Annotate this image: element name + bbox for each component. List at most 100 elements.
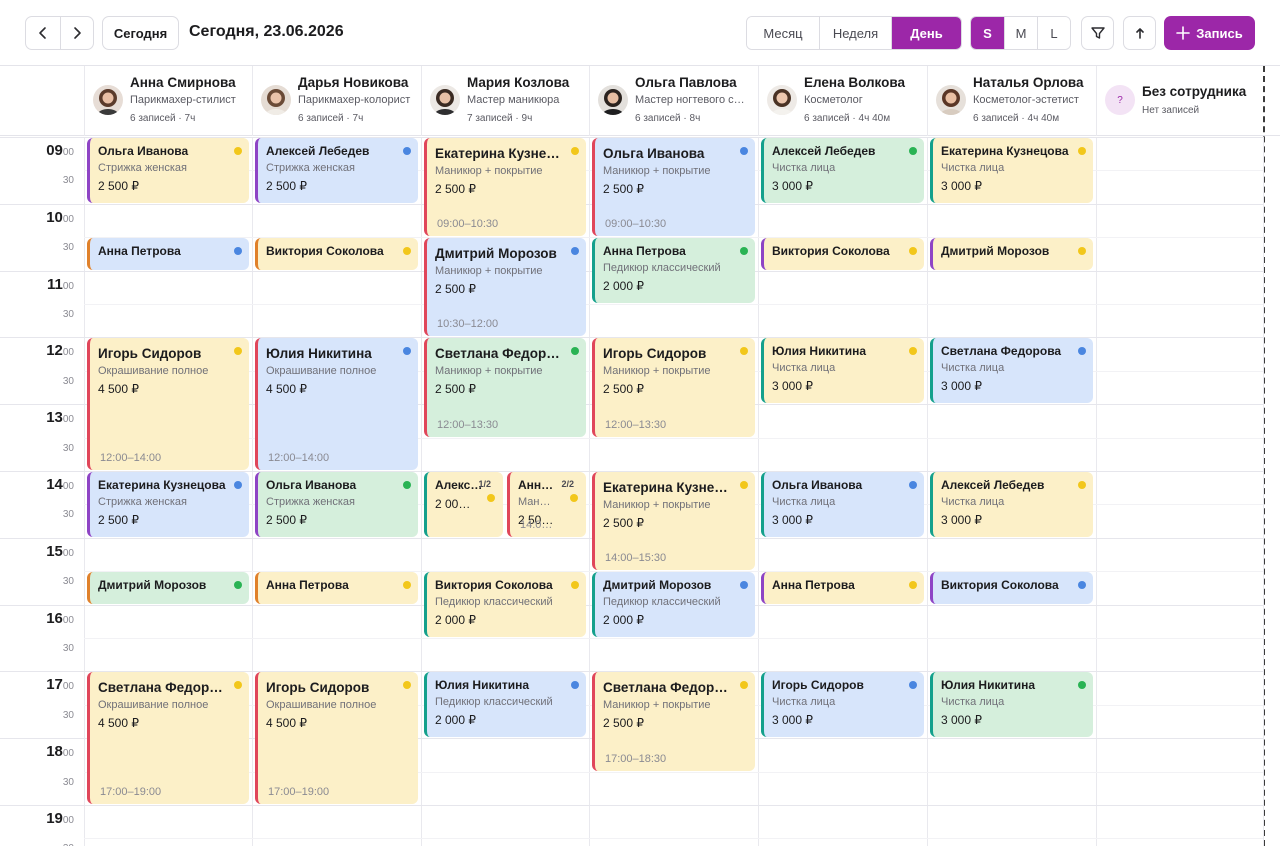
hour-line	[0, 671, 1263, 673]
appointment-price: 2 000 ₽	[435, 713, 476, 728]
unassigned-column-header[interactable]: ? Без сотрудника Нет записей	[1096, 66, 1263, 136]
appointment-card[interactable]: Юлия Никитина Окрашивание полное 4 500 ₽ 12…	[255, 338, 418, 470]
appointment-card[interactable]: Анн… Ман… 2 50… 14:0… 2/2	[507, 472, 586, 537]
appointment-price: 2 500 ₽	[266, 513, 307, 527]
appointment-card[interactable]: Светлана Федорова Окрашивание полное 4 500…	[87, 672, 249, 804]
staff-stats: 6 записей · 7ч	[298, 113, 364, 124]
appointment-service: Стрижка женская	[98, 162, 188, 174]
staff-name: Наталья Орлова	[973, 75, 1084, 90]
staff-column-header[interactable]: Анна Смирнова Парикмахер-стилист 6 запис…	[84, 66, 252, 136]
filter-button[interactable]	[1081, 16, 1114, 50]
appointment-card[interactable]: Светлана Федорова Чистка лица 3 000 ₽	[930, 338, 1093, 404]
today-button[interactable]: Сегодня	[102, 16, 179, 50]
appointment-card[interactable]: Ольга Иванова Стрижка женская 2 500 ₽	[87, 138, 249, 203]
status-dot-icon	[571, 581, 579, 590]
appointment-service: Окрашивание полное	[98, 699, 209, 712]
appointment-price: 3 000 ₽	[772, 379, 813, 394]
half-hour-label: 30	[62, 709, 74, 721]
density-m-button[interactable]: M	[1004, 17, 1037, 49]
appointment-card[interactable]: Алекс… 2 00… 1/2	[424, 472, 503, 537]
staff-role: Косметолог	[804, 94, 863, 106]
staff-column-header[interactable]: Елена Волкова Косметолог 6 записей · 4ч …	[758, 66, 927, 136]
appointment-card[interactable]: Екатерина Кузнецова Маникюр + покрытие 2 5…	[592, 472, 755, 571]
column-divider	[589, 137, 590, 846]
appointment-card[interactable]: Екатерина Кузнецова Чистка лица 3 000 ₽	[930, 138, 1093, 203]
appointment-card[interactable]: Анна Петрова Педикюр классический 2 000 ₽	[592, 238, 755, 303]
appointment-card[interactable]: Дмитрий Морозов	[930, 238, 1093, 270]
status-dot-icon	[909, 481, 917, 489]
appointment-card[interactable]: Игорь Сидоров Маникюр + покрытие 2 500 ₽ 12…	[592, 338, 755, 437]
appointment-card[interactable]: Анна Петрова	[255, 572, 418, 604]
hour-line	[0, 137, 1263, 138]
status-dot-icon	[571, 147, 579, 155]
appointment-card[interactable]: Алексей Лебедев Чистка лица 3 000 ₽	[930, 472, 1093, 537]
appointment-card[interactable]: Светлана Федорова Маникюр + покрытие 2 500…	[424, 338, 586, 437]
half-hour-label: 30	[62, 442, 74, 454]
appointment-card[interactable]: Дмитрий Морозов	[87, 572, 249, 604]
staff-stats: 6 записей · 4ч 40м	[804, 113, 891, 124]
appointment-card[interactable]: Виктория Соколова	[255, 238, 418, 270]
staff-avatar	[767, 85, 797, 115]
appointment-client: Екатерина Кузнецова	[941, 144, 1069, 158]
staff-column-header[interactable]: Ольга Павлова Мастер ногтевого сервиса 6…	[589, 66, 758, 136]
appointment-client: Ольга Иванова	[266, 478, 357, 492]
unassigned-avatar: ?	[1105, 85, 1135, 115]
appointment-card[interactable]: Ольга Иванова Чистка лица 3 000 ₽	[761, 472, 924, 537]
appointment-service: Маникюр + покрытие	[435, 265, 543, 278]
appointment-client: Дмитрий Морозов	[603, 578, 712, 593]
appointment-service: Окрашивание полное	[266, 365, 377, 378]
appointment-card[interactable]: Виктория Соколова Педикюр классический 2 0…	[424, 572, 586, 637]
half-hour-line	[84, 838, 1263, 840]
appointment-card[interactable]: Игорь Сидоров Окрашивание полное 4 500 ₽ 17…	[255, 672, 418, 804]
status-dot-icon	[740, 481, 748, 489]
appointment-card[interactable]: Дмитрий Морозов Педикюр классический 2 000…	[592, 572, 755, 637]
hour-label-hours: 12	[46, 342, 63, 360]
appointment-card[interactable]: Алексей Лебедев Стрижка женская 2 500 ₽	[255, 138, 418, 203]
appointment-service: Стрижка женская	[266, 496, 356, 508]
view-day-button[interactable]: День	[891, 17, 961, 49]
density-s-button[interactable]: S	[971, 17, 1004, 49]
column-divider	[1263, 137, 1264, 846]
appointment-client: Игорь Сидоров	[603, 346, 707, 362]
appointment-card[interactable]: Анна Петрова	[761, 572, 924, 604]
appointment-service: Чистка лица	[772, 162, 836, 174]
hour-label-minutes: 00	[62, 815, 74, 826]
overlap-index-badge: 2/2	[561, 479, 574, 489]
appointment-time: 17:00–19:00	[268, 785, 330, 798]
appointment-card[interactable]: Екатерина Кузнецова Стрижка женская 2 500 …	[87, 472, 249, 537]
appointment-card[interactable]: Юлия Никитина Чистка лица 3 000 ₽	[761, 338, 924, 404]
density-switch: S M L	[970, 16, 1071, 50]
density-l-button[interactable]: L	[1037, 17, 1070, 49]
appointment-card[interactable]: Виктория Соколова	[930, 572, 1093, 604]
add-appointment-button[interactable]: Запись	[1164, 16, 1255, 50]
view-week-button[interactable]: Неделя	[819, 17, 891, 49]
appointment-price: 3 000 ₽	[941, 379, 982, 394]
appointment-client: Игорь Сидоров	[98, 346, 202, 362]
person-avatar-icon	[261, 85, 291, 115]
prev-day-button[interactable]	[26, 17, 60, 49]
staff-column-header[interactable]: Дарья Новикова Парикмахер-колорист 6 зап…	[252, 66, 421, 136]
staff-column-header[interactable]: Наталья Орлова Косметолог-эстетист 6 зап…	[927, 66, 1096, 136]
export-button[interactable]	[1123, 16, 1156, 50]
appointment-card[interactable]: Юлия Никитина Чистка лица 3 000 ₽	[930, 672, 1093, 738]
appointment-card[interactable]: Ольга Иванова Стрижка женская 2 500 ₽	[255, 472, 418, 537]
appointment-price: 2 500 ₽	[266, 179, 307, 193]
next-day-button[interactable]	[59, 17, 94, 49]
view-month-button[interactable]: Месяц	[747, 17, 819, 49]
staff-avatar	[430, 85, 460, 115]
appointment-card[interactable]: Светлана Федорова Маникюр + покрытие 2 500…	[592, 672, 755, 771]
staff-column-header[interactable]: Мария Козлова Мастер маникюра 7 записей …	[421, 66, 589, 136]
appointment-card[interactable]: Юлия Никитина Педикюр классический 2 000 ₽	[424, 672, 586, 738]
appointment-card[interactable]: Игорь Сидоров Окрашивание полное 4 500 ₽ 12…	[87, 338, 249, 470]
appointment-card[interactable]: Екатерина Кузнецова Маникюр + покрытие 2 5…	[424, 138, 586, 237]
appointment-card[interactable]: Дмитрий Морозов Маникюр + покрытие 2 500 ₽…	[424, 238, 586, 337]
hour-label-minutes: 00	[62, 280, 74, 292]
hour-label: 1400	[0, 476, 80, 494]
appointment-card[interactable]: Игорь Сидоров Чистка лица 3 000 ₽	[761, 672, 924, 738]
appointment-card[interactable]: Виктория Соколова	[761, 238, 924, 270]
appointment-card[interactable]: Ольга Иванова Маникюр + покрытие 2 500 ₽ 09…	[592, 138, 755, 237]
appointment-card[interactable]: Анна Петрова	[87, 238, 249, 270]
appointment-card[interactable]: Алексей Лебедев Чистка лица 3 000 ₽	[761, 138, 924, 203]
appointment-time: 12:00–14:00	[100, 451, 162, 464]
status-dot-icon	[909, 681, 917, 690]
